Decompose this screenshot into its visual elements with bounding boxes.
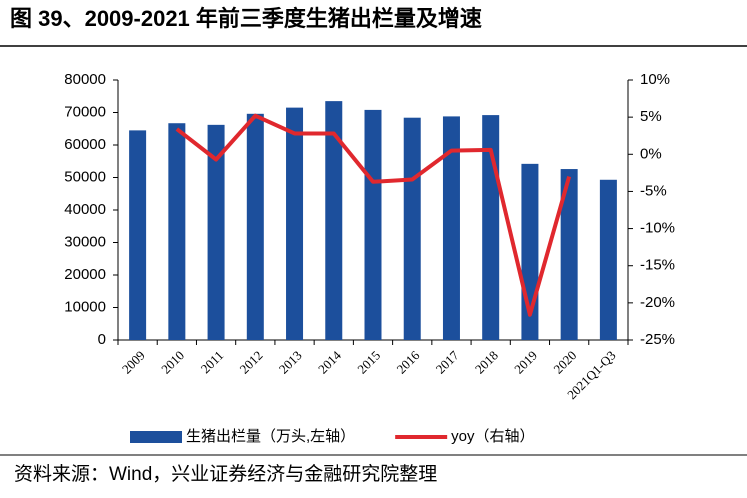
bar — [442, 116, 460, 341]
x-tick-label: 2011 — [198, 348, 227, 377]
legend-label: yoy（右轴） — [451, 428, 534, 445]
x-tick-label: 2009 — [119, 348, 148, 377]
y2-tick-label: -5% — [640, 182, 667, 199]
bar — [560, 169, 578, 340]
y2-tick-label: 10% — [640, 71, 670, 88]
x-tick-label: 2015 — [354, 348, 383, 377]
y-tick-label: 40000 — [64, 201, 106, 218]
bar — [246, 113, 264, 340]
x-tick-label: 2014 — [315, 347, 344, 376]
legend-label: 生猪出栏量（万头,左轴） — [186, 428, 355, 445]
x-tick-label: 2019 — [511, 348, 540, 377]
y-tick-label: 50000 — [64, 168, 106, 185]
chart-title: 图 39、2009-2021 年前三季度生猪出栏量及增速 — [10, 6, 482, 31]
x-tick-label: 2012 — [237, 348, 266, 377]
y-tick-label: 0 — [98, 331, 106, 348]
line — [175, 113, 572, 317]
y-tick-label: 30000 — [64, 233, 106, 250]
x-tick-label: 2010 — [158, 348, 187, 377]
bar — [599, 179, 617, 340]
y-tick-label: 70000 — [64, 103, 106, 120]
bar — [207, 124, 225, 340]
x-tick-label: 2017 — [433, 347, 462, 376]
bar — [364, 109, 382, 341]
y2-tick-label: -10% — [640, 220, 675, 237]
y2-tick-label: 0% — [640, 145, 662, 162]
bar — [129, 130, 147, 340]
y2-tick-label: -20% — [640, 294, 675, 311]
bar — [325, 101, 343, 340]
y-tick-label: 60000 — [64, 136, 106, 153]
y2-tick-label: -25% — [640, 331, 675, 348]
bar — [168, 123, 186, 340]
bar — [286, 107, 304, 340]
y-tick-label: 80000 — [64, 71, 106, 88]
bar — [403, 117, 421, 340]
x-tick-label: 2013 — [276, 348, 305, 377]
y-tick-label: 10000 — [64, 298, 106, 315]
legend-swatch — [130, 431, 182, 443]
y2-tick-label: -15% — [640, 257, 675, 274]
x-tick-label: 2020 — [550, 348, 579, 377]
x-tick-label: 2016 — [393, 347, 422, 376]
y2-tick-label: 5% — [640, 108, 662, 125]
y-tick-label: 20000 — [64, 266, 106, 283]
source: 资料来源：Wind，兴业证券经济与金融研究院整理 — [14, 463, 437, 485]
x-tick-label: 2018 — [472, 348, 501, 377]
